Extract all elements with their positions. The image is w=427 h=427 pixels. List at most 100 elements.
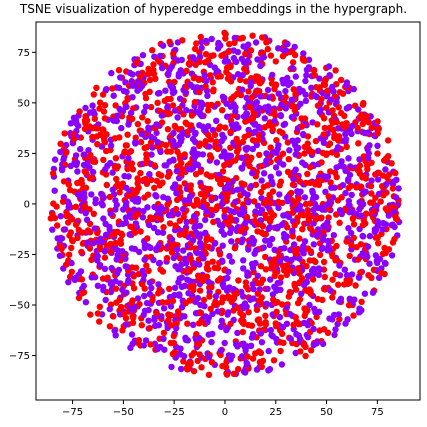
scatter-point — [362, 175, 369, 182]
scatter-point — [165, 316, 172, 324]
scatter-point — [75, 294, 83, 302]
scatter-point — [269, 71, 276, 79]
scatter-point — [277, 274, 285, 281]
scatter-point — [196, 351, 203, 358]
scatter-point — [177, 351, 184, 358]
scatter-point — [271, 272, 278, 280]
scatter-point — [203, 236, 210, 243]
scatter-point — [194, 341, 201, 348]
scatter-point — [325, 214, 332, 221]
scatter-point — [202, 83, 209, 90]
scatter-point — [166, 110, 173, 117]
scatter-point — [179, 37, 186, 44]
scatter-point — [234, 304, 241, 311]
scatter-point — [348, 191, 355, 199]
scatter-point — [213, 117, 220, 125]
x-axis: −75 −50 −25 0 25 50 75 — [62, 400, 384, 418]
scatter-point — [149, 297, 156, 304]
scatter-point — [366, 232, 374, 240]
scatter-point — [382, 260, 389, 267]
scatter-point — [258, 163, 265, 170]
scatter-point — [310, 193, 318, 201]
scatter-point — [253, 141, 261, 149]
scatter-point — [87, 109, 94, 116]
scatter-point — [326, 246, 333, 253]
scatter-point — [154, 214, 161, 222]
scatter-point — [145, 267, 152, 274]
scatter-point — [329, 294, 336, 301]
scatter-point — [233, 121, 240, 128]
scatter-point — [374, 234, 381, 241]
scatter-point — [314, 214, 321, 221]
scatter-point — [237, 76, 244, 84]
scatter-point — [258, 363, 265, 370]
scatter-point — [263, 300, 270, 307]
scatter-point — [343, 238, 350, 245]
scatter-point — [177, 365, 185, 373]
scatter-point — [292, 286, 300, 293]
scatter-point — [170, 50, 177, 58]
scatter-point — [363, 210, 370, 217]
scatter-point — [313, 84, 320, 91]
scatter-point — [191, 260, 199, 267]
scatter-point — [190, 321, 197, 328]
scatter-point — [96, 303, 104, 310]
scatter-point — [190, 202, 198, 209]
scatter-point — [168, 236, 176, 243]
scatter-point — [182, 89, 190, 96]
scatter-point — [294, 265, 302, 272]
scatter-point — [89, 102, 96, 109]
scatter-point — [306, 257, 313, 264]
scatter-point — [283, 255, 290, 262]
scatter-point — [312, 309, 319, 316]
scatter-point — [170, 332, 177, 340]
scatter-point — [65, 251, 73, 258]
scatter-point — [265, 347, 272, 355]
scatter-point — [332, 326, 339, 333]
scatter-point — [72, 152, 80, 159]
scatter-point — [214, 308, 221, 315]
scatter-point — [288, 96, 295, 104]
scatter-point — [257, 188, 265, 196]
scatter-point — [303, 72, 310, 79]
chart-title: TSNE visualization of hyperedge embeddin… — [19, 2, 408, 16]
scatter-point — [221, 339, 228, 347]
scatter-point — [310, 325, 317, 333]
x-tick-label: 25 — [269, 407, 282, 418]
scatter-point — [350, 312, 357, 319]
scatter-point — [359, 233, 367, 240]
scatter-point — [295, 320, 302, 328]
scatter-point — [296, 255, 303, 262]
scatter-point — [375, 240, 382, 247]
scatter-point — [329, 276, 336, 283]
scatter-point — [350, 221, 358, 228]
scatter-point — [290, 86, 297, 93]
scatter-point — [167, 303, 175, 310]
scatter-point — [345, 103, 353, 111]
scatter-point — [269, 126, 276, 133]
scatter-point — [165, 70, 172, 77]
scatter-point — [315, 271, 322, 278]
y-tick-label: −25 — [9, 250, 30, 261]
scatter-point — [279, 330, 286, 337]
scatter-point — [377, 198, 384, 205]
scatter-point — [223, 371, 231, 378]
scatter-point — [137, 138, 145, 146]
scatter-point — [199, 151, 207, 158]
scatter-point — [134, 87, 141, 94]
scatter-point — [312, 258, 319, 266]
scatter-point — [57, 213, 64, 220]
y-axis: −75 −50 −25 0 25 50 75 — [9, 48, 36, 362]
scatter-point — [219, 168, 227, 175]
scatter-point — [186, 59, 193, 66]
scatter-point — [166, 220, 174, 227]
scatter-point — [373, 257, 381, 264]
scatter-point — [315, 265, 323, 272]
scatter-point — [78, 248, 85, 256]
scatter-point — [201, 302, 208, 310]
scatter-point — [107, 210, 115, 217]
scatter-point — [343, 82, 350, 89]
scatter-point — [141, 256, 148, 263]
scatter-point — [291, 51, 299, 59]
